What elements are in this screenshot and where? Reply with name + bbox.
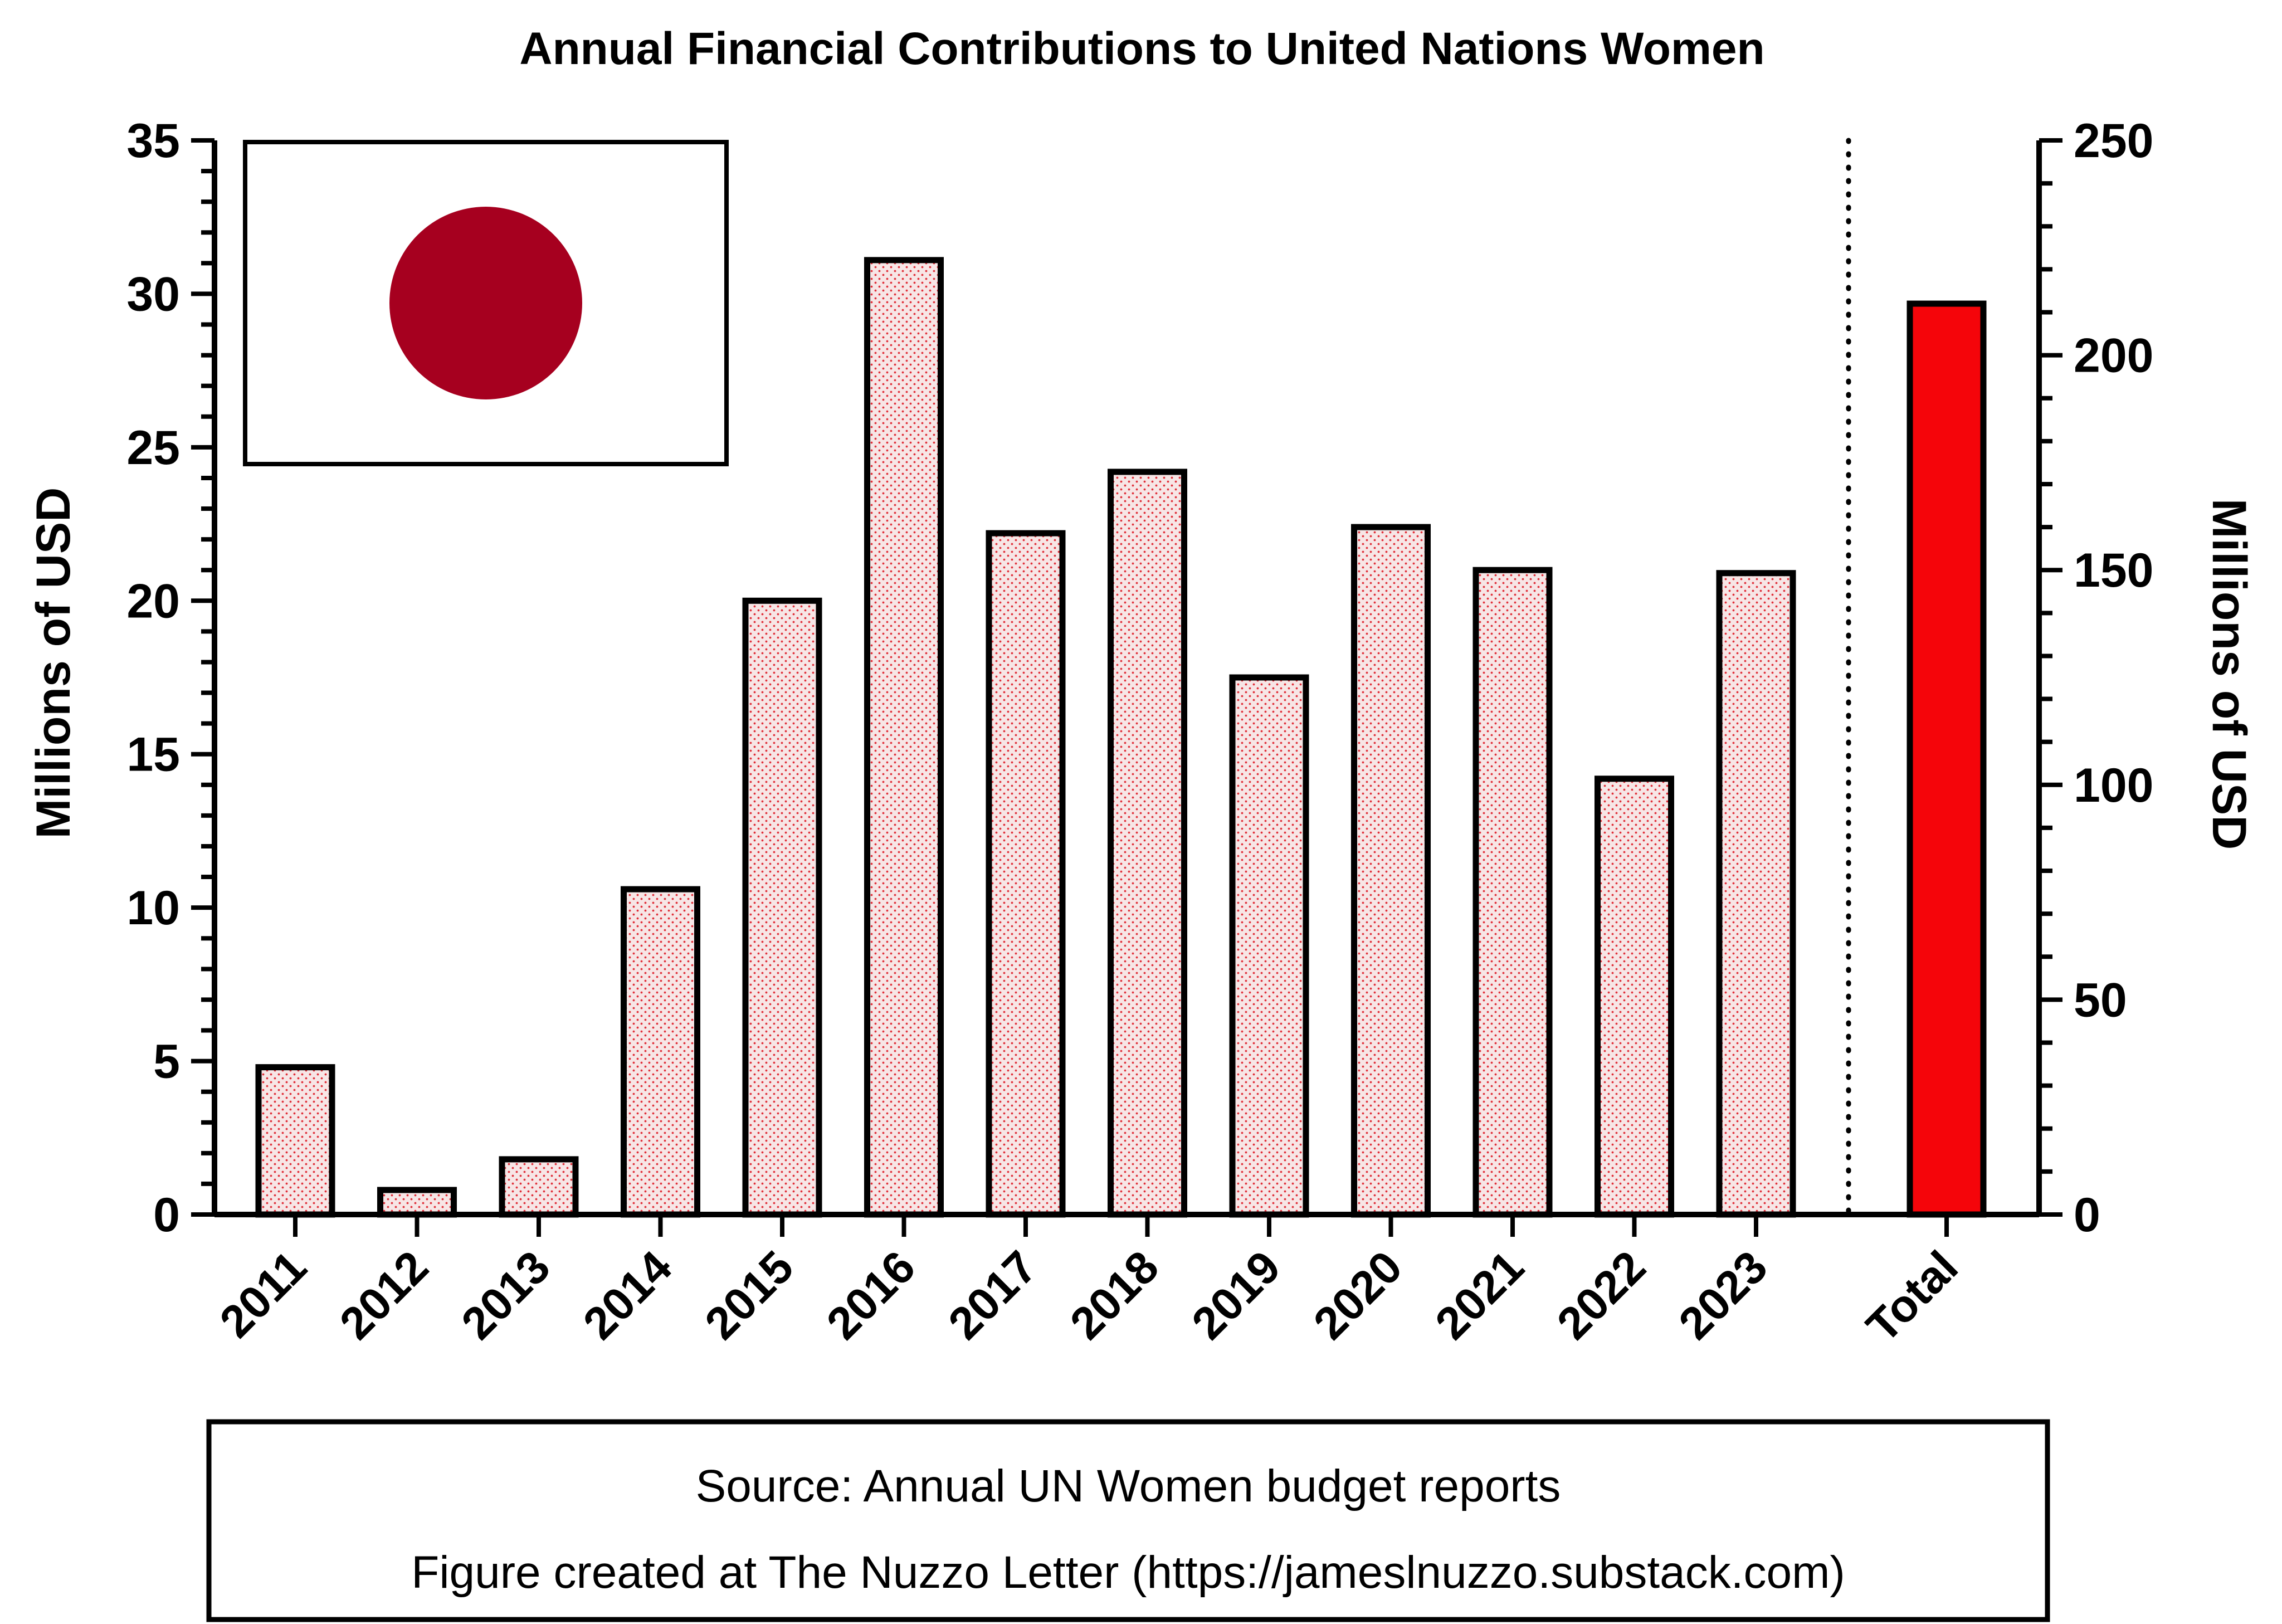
bar-2013 xyxy=(499,1156,579,1218)
left-tick-label: 15 xyxy=(126,728,180,782)
right-tick-label: 0 xyxy=(2074,1188,2100,1242)
x-tick-label-2012: 2012 xyxy=(330,1241,438,1349)
left-tick-label: 35 xyxy=(126,114,180,168)
bar-2020 xyxy=(1351,524,1431,1218)
bar-2011 xyxy=(255,1064,335,1218)
chart-title: Annual Financial Contributions to United… xyxy=(519,23,1764,74)
bar-2018 xyxy=(1108,469,1187,1218)
bars-group xyxy=(255,257,1987,1218)
left-tick-label: 20 xyxy=(126,574,180,628)
right-tick-label: 250 xyxy=(2074,114,2154,168)
x-tick-label-2011: 2011 xyxy=(211,1241,316,1347)
left-tick-label: 0 xyxy=(153,1188,180,1242)
x-tick-label-2015: 2015 xyxy=(695,1241,803,1349)
x-tick-label-2021: 2021 xyxy=(1426,1241,1533,1349)
bar-2012 xyxy=(377,1187,457,1218)
bar-2015 xyxy=(742,597,822,1218)
bar-2017 xyxy=(986,530,1066,1218)
right-axis-title: Millions of USD xyxy=(2202,499,2256,850)
bar-2022 xyxy=(1595,776,1674,1218)
right-y-axis: 0 50 100 150 200 250 xyxy=(2036,114,2154,1242)
right-tick-label: 100 xyxy=(2074,759,2154,812)
left-y-axis: 0 5 10 15 20 25 30 35 xyxy=(126,114,217,1242)
right-tick-label: 50 xyxy=(2074,973,2127,1027)
left-tick-label: 25 xyxy=(126,421,180,475)
x-tick-label-2013: 2013 xyxy=(452,1241,559,1349)
x-tick-label-2018: 2018 xyxy=(1061,1241,1168,1349)
left-tick-label: 5 xyxy=(153,1035,180,1089)
x-tick-label-2020: 2020 xyxy=(1304,1241,1412,1349)
bar-total xyxy=(1906,300,1987,1218)
bar-2019 xyxy=(1229,674,1309,1218)
source-box: Source: Annual UN Women budget reports F… xyxy=(206,1419,2050,1622)
credit-text: Figure created at The Nuzzo Letter (http… xyxy=(411,1547,1845,1598)
bar-2016 xyxy=(864,257,944,1218)
x-tick-label-2019: 2019 xyxy=(1182,1241,1290,1349)
right-tick-label: 150 xyxy=(2074,544,2154,597)
left-axis-title: Millions of USD xyxy=(27,487,80,839)
source-text: Source: Annual UN Women budget reports xyxy=(696,1461,1561,1511)
bar-2023 xyxy=(1716,570,1796,1218)
bar-2014 xyxy=(621,886,700,1218)
left-tick-label: 30 xyxy=(126,267,180,321)
x-tick-label-2017: 2017 xyxy=(939,1241,1046,1349)
bar-2021 xyxy=(1472,567,1553,1218)
x-tick-label-2014: 2014 xyxy=(574,1241,682,1349)
flag-disc xyxy=(389,207,582,399)
x-tick-label-2016: 2016 xyxy=(817,1241,925,1349)
japan-flag xyxy=(243,140,729,466)
x-tick-label-total: Total xyxy=(1857,1241,1968,1352)
x-tick-label-2023: 2023 xyxy=(1669,1241,1777,1349)
left-tick-label: 10 xyxy=(126,881,180,935)
right-tick-label: 200 xyxy=(2074,329,2154,383)
x-tick-label-2022: 2022 xyxy=(1548,1241,1655,1349)
